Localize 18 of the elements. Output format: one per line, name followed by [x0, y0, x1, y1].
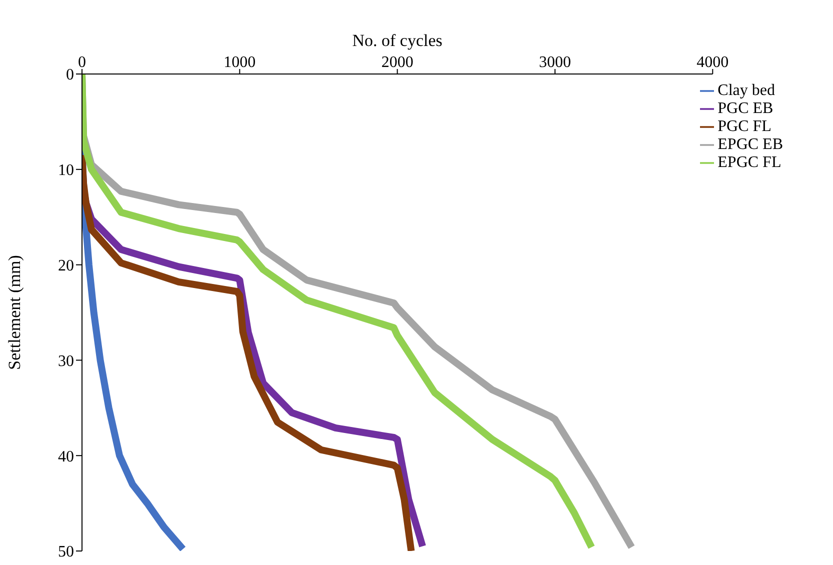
- x-tick-label: 0: [78, 54, 86, 71]
- legend-label: PGC EB: [718, 100, 774, 117]
- y-tick-label: 10: [58, 162, 74, 180]
- x-axis-title: No. of cycles: [352, 31, 442, 50]
- legend-label: PGC FL: [718, 118, 772, 135]
- x-tick-label: 4000: [696, 54, 729, 71]
- y-tick-label: 20: [58, 257, 74, 274]
- legend-label: EPGC FL: [718, 154, 782, 171]
- legend-label: Clay bed: [718, 82, 775, 99]
- y-tick-label: 50: [58, 544, 74, 561]
- y-tick-label: 0: [66, 66, 74, 84]
- x-tick-label: 1000: [224, 54, 256, 71]
- y-tick-label: 40: [58, 448, 74, 466]
- y-axis-title: Settlement (mm): [5, 255, 24, 370]
- x-tick-label: 2000: [381, 54, 414, 71]
- legend-label: EPGC EB: [718, 136, 783, 153]
- y-tick-label: 30: [58, 352, 74, 370]
- x-tick-label: 3000: [538, 54, 571, 71]
